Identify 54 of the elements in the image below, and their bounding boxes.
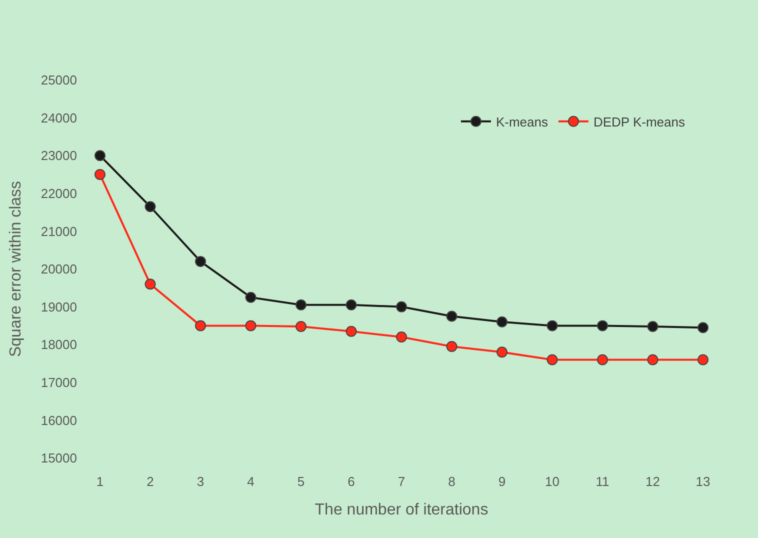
point [446,340,458,352]
point [195,256,206,267]
point [346,326,357,337]
y-tick-label: 23000 [40,148,77,164]
x-axis-title: The number of iterations [314,502,488,519]
point [245,320,256,332]
point [546,320,558,332]
point [296,320,306,332]
point [144,201,156,212]
y-tick-label: 16000 [40,412,77,428]
point [647,320,658,332]
point [597,320,608,332]
x-tick-label: 2 [146,474,154,489]
y-axis-title: Square error within class [8,180,25,358]
x-tick-label: 8 [448,474,456,489]
point [396,301,407,312]
x-tick-label: 3 [196,474,204,489]
x-tick-label: 5 [297,474,305,489]
y-tick-label: 15000 [40,450,77,466]
y-tick-label: 19000 [40,299,77,314]
y-tick-label: 17000 [40,374,77,390]
point [647,354,658,366]
x-tick-label: 12 [646,474,660,489]
point [245,292,256,303]
point [396,332,407,343]
x-tick-label: 9 [498,474,506,489]
x-tick-label: 1 [96,474,104,489]
point [195,320,206,332]
y-tick-label: 22000 [40,186,77,201]
point [346,299,357,310]
point [496,316,508,328]
point [698,354,708,366]
x-tick-label: 6 [348,474,355,489]
legend-label: K-means [496,114,548,130]
x-tick-label: 11 [596,474,610,489]
point [296,299,306,310]
x-tick-label: 10 [545,474,560,489]
legend-label: DEDP K-means [593,114,686,130]
y-tick-label: 20000 [40,262,77,277]
y-tick-label: 18000 [40,337,77,352]
x-tick-label: 7 [398,474,406,489]
point [144,278,156,290]
y-tick-label: 21000 [40,224,77,239]
point [94,150,106,162]
point [546,354,558,366]
point [94,169,106,180]
point [496,346,508,358]
point [698,322,708,334]
x-tick-label: 13 [696,474,710,489]
point [446,310,458,322]
y-tick-label: 25000 [40,72,77,88]
x-tick-label: 4 [247,474,254,489]
point [597,354,608,366]
y-tick-label: 24000 [40,110,77,126]
